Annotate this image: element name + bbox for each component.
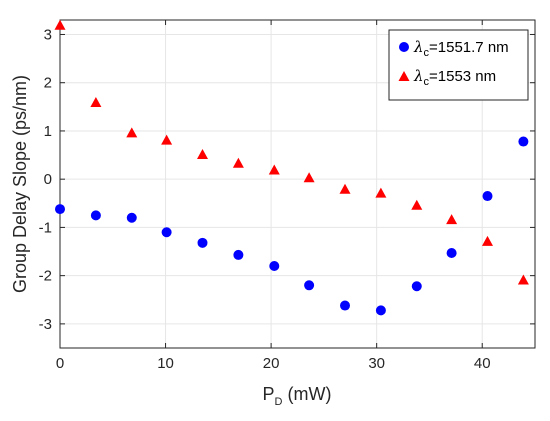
x-tick-label: 20 bbox=[263, 355, 280, 372]
series-2-point bbox=[126, 127, 138, 138]
data-markers bbox=[54, 19, 529, 316]
legend-label-series-1-sub: c bbox=[424, 47, 430, 59]
legend-label-series-1: λc=1551.7 nm bbox=[413, 38, 509, 59]
series-2-point bbox=[446, 214, 458, 225]
y-tick-label: 0 bbox=[44, 171, 52, 188]
series-2-point bbox=[303, 172, 315, 183]
series-1-point bbox=[482, 191, 493, 202]
x-tick-label: 10 bbox=[157, 355, 174, 372]
series-2-point bbox=[197, 149, 208, 160]
series-2-point bbox=[90, 96, 102, 107]
legend-box bbox=[388, 29, 529, 101]
legend-label-series-1-greek: λ bbox=[413, 38, 424, 56]
legend-marker-series-2 bbox=[398, 71, 410, 81]
series-2-point bbox=[339, 183, 351, 194]
series-2-point bbox=[54, 19, 66, 30]
legend-label-series-1-rest: =1551.7 nm bbox=[429, 39, 509, 56]
series-2-point bbox=[268, 164, 280, 175]
series-1-point bbox=[197, 237, 208, 248]
legend-label-series-2-greek: λ bbox=[413, 67, 424, 85]
x-axis-label: PD (mW) bbox=[263, 384, 332, 408]
legend-label-series-2: λc=1553 nm bbox=[413, 67, 496, 88]
y-tick-labels: -3 -2 -1 0 1 2 3 bbox=[39, 26, 52, 332]
series-1-point bbox=[411, 281, 422, 292]
series-2-point bbox=[161, 134, 173, 145]
ticks bbox=[59, 20, 535, 348]
x-axis-label-rest: (mW) bbox=[282, 384, 331, 404]
x-axis-label-main: P bbox=[263, 384, 275, 404]
series-1-point bbox=[340, 300, 350, 311]
series-2-point bbox=[517, 274, 529, 285]
series-1-point bbox=[304, 280, 315, 291]
y-tick-label: -1 bbox=[39, 219, 52, 236]
legend-marker-series-1 bbox=[399, 42, 409, 52]
y-tick-label: 3 bbox=[44, 26, 52, 43]
series-1-point bbox=[161, 227, 172, 238]
series-1-point bbox=[90, 210, 101, 221]
series-1-point bbox=[233, 249, 244, 260]
y-tick-label: 1 bbox=[44, 123, 52, 140]
y-tick-label: -2 bbox=[39, 268, 52, 285]
x-tick-label: 40 bbox=[474, 355, 491, 372]
series-2-point bbox=[411, 199, 423, 210]
y-tick-label: -3 bbox=[39, 316, 52, 333]
x-tick-label: 0 bbox=[56, 355, 64, 372]
legend-label-series-2-rest: =1553 nm bbox=[429, 68, 496, 85]
series-1-point bbox=[269, 261, 280, 271]
series-1-point bbox=[518, 136, 529, 147]
series-1-point bbox=[55, 204, 65, 215]
x-axis-label-sub: D bbox=[275, 396, 283, 408]
plot-frame bbox=[59, 19, 536, 349]
series-1-point bbox=[126, 212, 137, 223]
series-1-point bbox=[375, 305, 386, 316]
series-1-point bbox=[446, 247, 457, 258]
y-tick-label: 2 bbox=[44, 75, 52, 92]
legend-label-series-2-sub: c bbox=[424, 76, 430, 88]
series-2-point bbox=[375, 187, 387, 198]
series-2-point bbox=[232, 157, 244, 168]
y-axis-label: Group Delay Slope (ps/nm) bbox=[10, 75, 30, 293]
x-tick-labels: 0 10 20 30 40 bbox=[56, 355, 491, 372]
legend: λc=1551.7 nm λc=1553 nm bbox=[388, 29, 529, 101]
x-tick-label: 30 bbox=[368, 355, 385, 372]
series-2-point bbox=[482, 235, 493, 246]
